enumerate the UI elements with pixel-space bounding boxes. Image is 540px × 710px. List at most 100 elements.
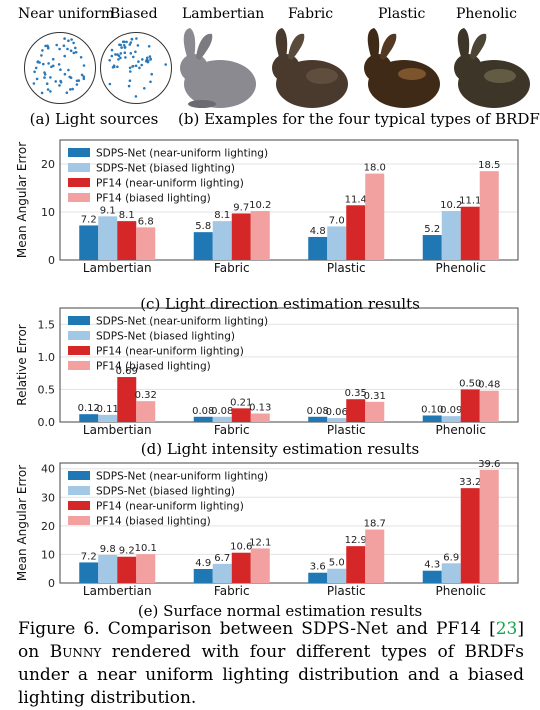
light-dot xyxy=(82,75,86,78)
light-dot xyxy=(129,41,133,44)
light-dot xyxy=(55,43,58,47)
label-brdf-phenolic: Phenolic xyxy=(456,6,517,22)
bunny-shape xyxy=(180,28,256,108)
light-dot xyxy=(51,57,55,61)
light-dot xyxy=(43,73,47,76)
light-dot xyxy=(47,62,50,65)
bar-value-label: 11.1 xyxy=(459,196,481,207)
bar-value-label: 9.1 xyxy=(100,205,116,216)
bar-value-label: 9.8 xyxy=(100,544,116,555)
light-dot xyxy=(63,54,66,58)
light-dot xyxy=(32,82,36,85)
bar xyxy=(441,563,461,583)
legend-label: PF14 (near-uniform lighting) xyxy=(96,346,244,358)
legend-label: PF14 (near-uniform lighting) xyxy=(96,501,244,513)
y-axis-label: Mean Angular Error xyxy=(15,465,29,581)
bar xyxy=(79,562,99,583)
light-dot xyxy=(141,58,144,61)
bar-value-label: 9.7 xyxy=(233,202,249,213)
y-tick-label: 1.5 xyxy=(38,318,56,331)
bar-value-label: 0.08 xyxy=(192,406,214,417)
bar-value-label: 0.50 xyxy=(459,378,481,389)
legend-label: SDPS-Net (near-uniform lighting) xyxy=(96,148,268,160)
light-dot xyxy=(69,76,73,79)
legend-swatch xyxy=(68,346,90,355)
light-dot xyxy=(63,37,66,40)
citation-link[interactable]: 23 xyxy=(495,619,518,639)
legend-label: PF14 (biased lighting) xyxy=(96,193,211,205)
light-dots-near-uniform xyxy=(32,37,86,95)
bar xyxy=(250,548,270,583)
bar xyxy=(117,221,137,260)
legend-swatch xyxy=(68,178,90,187)
bar xyxy=(365,529,385,583)
bar-value-label: 11.4 xyxy=(345,194,367,205)
light-dot xyxy=(123,51,127,54)
x-tick-label: Fabric xyxy=(214,423,250,437)
y-tick-label: 10 xyxy=(41,206,55,219)
light-dot xyxy=(110,48,114,52)
light-dot xyxy=(75,83,79,86)
bunny-phenolic-image xyxy=(454,28,530,108)
bar-value-label: 6.8 xyxy=(138,216,154,227)
bar xyxy=(231,408,251,422)
bar xyxy=(365,401,385,422)
y-tick-label: 0 xyxy=(48,577,55,590)
bar xyxy=(460,206,480,260)
bunny-lambertian-image xyxy=(180,28,256,108)
light-dot xyxy=(119,52,123,55)
bar xyxy=(117,377,137,422)
bar xyxy=(136,401,156,422)
bar xyxy=(117,556,137,583)
light-dot xyxy=(150,72,153,76)
legend-label: PF14 (near-uniform lighting) xyxy=(96,178,244,190)
bar-value-label: 4.3 xyxy=(424,560,440,571)
bar-value-label: 18.7 xyxy=(364,519,386,530)
bar xyxy=(422,415,442,422)
caption-suffix-2: rendered with four different types of BR… xyxy=(18,642,524,708)
light-dot xyxy=(46,46,50,49)
bar xyxy=(441,211,461,260)
bar-value-label: 5.8 xyxy=(195,221,211,232)
bar-value-label: 0.31 xyxy=(364,391,386,402)
light-dots-biased xyxy=(108,37,167,98)
light-dot xyxy=(136,44,140,47)
light-dot xyxy=(146,60,150,64)
light-dot xyxy=(35,77,39,81)
plot-frame xyxy=(59,139,519,261)
bar-value-label: 0.09 xyxy=(440,405,462,416)
bar-value-label: 4.8 xyxy=(310,226,326,237)
plot-frame xyxy=(59,307,519,423)
legend-label: SDPS-Net (biased lighting) xyxy=(96,163,235,175)
bunny-small-caps: Bunny xyxy=(49,642,102,662)
bar-value-label: 10.2 xyxy=(249,200,271,211)
bar xyxy=(479,469,499,583)
light-dot xyxy=(52,64,55,68)
bar-value-label: 39.6 xyxy=(478,459,500,470)
light-dot xyxy=(59,79,62,83)
bar-value-label: 0.11 xyxy=(97,404,119,415)
legend-swatch xyxy=(68,193,90,202)
light-dot xyxy=(128,66,132,70)
bar xyxy=(479,390,499,422)
legend-swatch xyxy=(68,331,90,340)
figure-caption: Figure 6. Comparison between SDPS-Net an… xyxy=(18,618,524,710)
bar xyxy=(327,226,347,260)
bar xyxy=(193,232,213,260)
bar-value-label: 0.08 xyxy=(211,406,233,417)
bar xyxy=(79,414,99,422)
bar-value-label: 10.1 xyxy=(135,543,157,554)
bar xyxy=(193,416,213,422)
x-tick-label: Plastic xyxy=(327,261,366,275)
y-tick-label: 20 xyxy=(41,520,55,533)
bar xyxy=(327,568,347,583)
x-tick-label: Phenolic xyxy=(436,261,486,275)
y-axis-label: Relative Error xyxy=(15,324,29,406)
x-tick-label: Plastic xyxy=(327,423,366,437)
light-dot xyxy=(66,47,69,51)
legend-label: SDPS-Net (biased lighting) xyxy=(96,486,235,498)
y-tick-label: 0 xyxy=(48,254,55,267)
bar-value-label: 33.2 xyxy=(459,477,481,488)
caption-brdf-examples: (b) Examples for the four typical types … xyxy=(178,110,540,128)
